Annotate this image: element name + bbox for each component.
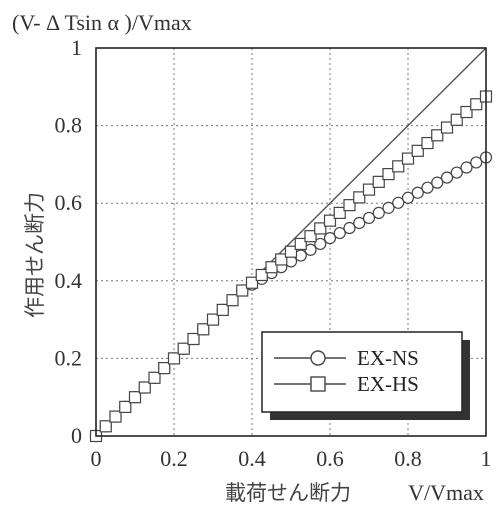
y-axis-title-japanese: 作用せん断力 xyxy=(23,192,47,318)
data-point-ex-hs xyxy=(167,352,181,365)
data-point-ex-ns xyxy=(343,221,356,235)
data-point-ex-hs xyxy=(177,342,190,355)
legend-box xyxy=(261,331,463,413)
data-point-ex-hs xyxy=(323,214,337,227)
data-point-ex-hs xyxy=(333,206,346,219)
x-axis-title-japanese: 載荷せん断力 xyxy=(225,481,351,505)
data-point-ex-hs xyxy=(265,261,278,274)
data-point-ex-hs xyxy=(148,371,161,384)
series-layer xyxy=(89,90,493,443)
data-point-ex-hs xyxy=(109,410,122,423)
x-tick-label: 1 xyxy=(481,446,492,471)
data-point-ex-hs xyxy=(236,284,249,297)
x-tick-label: 0.4 xyxy=(238,446,266,471)
y-tick-label: 0 xyxy=(71,423,82,448)
data-point-ex-hs xyxy=(197,323,210,336)
data-point-ex-hs xyxy=(362,183,376,196)
y-tick-label: 0.4 xyxy=(55,268,83,293)
x-tick-label: 0.8 xyxy=(394,446,422,471)
data-point-ex-hs xyxy=(206,313,220,326)
data-point-ex-hs xyxy=(343,199,356,212)
x-tick-label: 0.6 xyxy=(316,446,344,471)
data-point-ex-hs xyxy=(284,245,298,258)
data-point-ex-ns xyxy=(460,161,473,174)
y-axis-title-top: (V- Δ Tsin α )/Vmax xyxy=(12,10,192,35)
data-point-ex-hs xyxy=(411,144,424,157)
data-point-ex-hs xyxy=(187,332,200,346)
data-point-ex-hs xyxy=(138,381,151,394)
data-point-ex-hs xyxy=(275,253,288,266)
x-tick-label: 0 xyxy=(91,446,102,471)
data-point-ex-ns xyxy=(362,211,376,225)
y-tick-label: 1 xyxy=(71,35,82,60)
data-point-ex-hs xyxy=(255,268,268,282)
data-point-ex-hs xyxy=(314,222,327,235)
x-axis-title: V/Vmax xyxy=(408,480,484,505)
data-point-ex-hs xyxy=(216,303,229,316)
x-tick-label: 0.2 xyxy=(160,446,188,471)
y-tick-label: 0.2 xyxy=(55,345,83,370)
data-point-ex-hs xyxy=(245,276,259,289)
legend: EX-NS EX-HS xyxy=(261,331,470,420)
data-point-ex-hs xyxy=(450,113,463,126)
data-point-ex-hs xyxy=(226,294,239,307)
data-point-ex-hs xyxy=(128,391,142,404)
data-point-ex-ns xyxy=(372,206,385,219)
data-point-ex-hs xyxy=(99,420,112,433)
data-point-ex-hs xyxy=(304,230,317,243)
data-point-ex-hs xyxy=(421,136,434,150)
data-point-ex-ns xyxy=(470,156,483,169)
y-tick-label: 0.6 xyxy=(55,190,83,215)
data-point-ex-hs xyxy=(353,191,366,204)
tick-labels: 0 0.2 0.4 0.6 0.8 1 0 0.2 0.4 0.6 0.8 1 xyxy=(55,35,492,471)
data-point-ex-hs xyxy=(392,160,405,173)
data-point-ex-hs xyxy=(119,400,132,413)
data-point-ex-ns xyxy=(431,176,444,189)
plot-frame xyxy=(95,47,487,437)
legend-label-ex-ns: EX-NS xyxy=(357,346,419,370)
data-point-ex-ns xyxy=(353,216,366,230)
data-point-ex-hs xyxy=(401,152,415,165)
data-point-ex-hs xyxy=(382,168,395,181)
data-point-ex-ns xyxy=(450,166,463,179)
data-point-ex-ns xyxy=(333,226,346,240)
data-point-ex-hs xyxy=(294,237,307,251)
legend-marker-ex-hs xyxy=(310,376,326,392)
y-tick-label: 0.8 xyxy=(55,113,83,138)
data-point-ex-hs xyxy=(372,175,385,188)
data-point-ex-ns xyxy=(440,171,454,184)
data-point-ex-ns xyxy=(421,181,434,194)
data-point-ex-hs xyxy=(440,121,454,134)
data-point-ex-hs xyxy=(431,129,444,142)
legend-label-ex-hs: EX-HS xyxy=(357,372,419,396)
data-point-ex-ns xyxy=(314,237,327,251)
data-point-ex-ns xyxy=(401,191,415,204)
data-point-ex-ns xyxy=(323,232,337,245)
data-point-ex-ns xyxy=(392,196,405,209)
data-point-ex-hs xyxy=(158,362,171,375)
legend-marker-ex-ns xyxy=(310,350,326,366)
data-point-ex-hs xyxy=(470,98,483,111)
data-point-ex-hs xyxy=(460,105,473,119)
data-point-ex-ns xyxy=(382,201,395,214)
data-point-ex-ns xyxy=(411,186,424,199)
